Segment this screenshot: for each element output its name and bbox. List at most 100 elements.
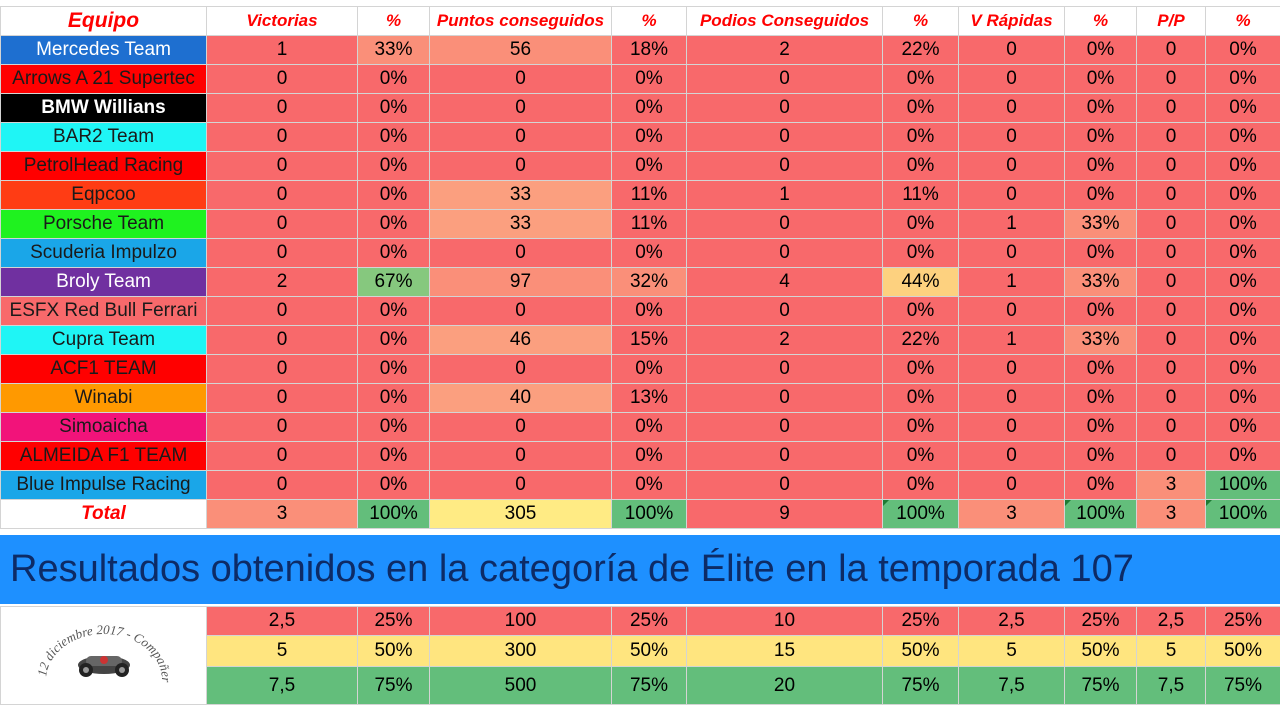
team-name-cell[interactable]: BMW Willians	[1, 94, 207, 123]
legend-victorias-pct[interactable]: 75%	[358, 667, 430, 705]
total-podios-pct[interactable]: 100%	[883, 500, 959, 529]
cell-podios[interactable]: 0	[687, 94, 883, 123]
legend-pp-pct[interactable]: 50%	[1206, 636, 1280, 667]
cell-puntos-pct[interactable]: 0%	[612, 471, 687, 500]
cell-puntos-pct[interactable]: 0%	[612, 152, 687, 181]
cell-podios[interactable]: 0	[687, 384, 883, 413]
legend-victorias[interactable]: 7,5	[207, 667, 358, 705]
cell-pp[interactable]: 0	[1137, 123, 1206, 152]
cell-puntos-pct[interactable]: 13%	[612, 384, 687, 413]
cell-pp-pct[interactable]: 0%	[1206, 152, 1280, 181]
cell-puntos-pct[interactable]: 0%	[612, 413, 687, 442]
cell-vrapidas-pct[interactable]: 0%	[1065, 297, 1137, 326]
cell-vrapidas-pct[interactable]: 33%	[1065, 210, 1137, 239]
cell-victorias[interactable]: 0	[207, 65, 358, 94]
total-vrapidas[interactable]: 3	[959, 500, 1065, 529]
cell-podios-pct[interactable]: 0%	[883, 413, 959, 442]
cell-podios-pct[interactable]: 0%	[883, 384, 959, 413]
cell-pp-pct[interactable]: 0%	[1206, 442, 1280, 471]
cell-vrapidas-pct[interactable]: 0%	[1065, 384, 1137, 413]
cell-victorias[interactable]: 0	[207, 123, 358, 152]
cell-vrapidas[interactable]: 0	[959, 36, 1065, 65]
cell-victorias[interactable]: 0	[207, 94, 358, 123]
cell-podios-pct[interactable]: 0%	[883, 471, 959, 500]
cell-podios[interactable]: 2	[687, 326, 883, 355]
cell-podios[interactable]: 0	[687, 297, 883, 326]
cell-victorias-pct[interactable]: 0%	[358, 239, 430, 268]
cell-pp-pct[interactable]: 0%	[1206, 123, 1280, 152]
cell-victorias[interactable]: 0	[207, 297, 358, 326]
team-name-cell[interactable]: Simoaicha	[1, 413, 207, 442]
cell-podios[interactable]: 0	[687, 442, 883, 471]
cell-podios-pct[interactable]: 44%	[883, 268, 959, 297]
cell-podios-pct[interactable]: 22%	[883, 36, 959, 65]
header-puntos[interactable]: Puntos conseguidos	[430, 7, 612, 36]
cell-pp[interactable]: 0	[1137, 239, 1206, 268]
legend-puntos[interactable]: 100	[430, 607, 612, 636]
cell-vrapidas[interactable]: 0	[959, 239, 1065, 268]
cell-vrapidas[interactable]: 0	[959, 94, 1065, 123]
legend-puntos-pct[interactable]: 25%	[612, 607, 687, 636]
cell-victorias-pct[interactable]: 0%	[358, 442, 430, 471]
cell-pp-pct[interactable]: 0%	[1206, 210, 1280, 239]
cell-vrapidas-pct[interactable]: 33%	[1065, 326, 1137, 355]
legend-pp[interactable]: 7,5	[1137, 667, 1206, 705]
cell-victorias-pct[interactable]: 0%	[358, 94, 430, 123]
cell-podios-pct[interactable]: 11%	[883, 181, 959, 210]
team-name-cell[interactable]: Cupra Team	[1, 326, 207, 355]
cell-pp-pct[interactable]: 0%	[1206, 384, 1280, 413]
legend-puntos[interactable]: 500	[430, 667, 612, 705]
cell-pp[interactable]: 0	[1137, 94, 1206, 123]
cell-vrapidas[interactable]: 0	[959, 442, 1065, 471]
cell-pp-pct[interactable]: 0%	[1206, 413, 1280, 442]
cell-puntos[interactable]: 97	[430, 268, 612, 297]
cell-victorias-pct[interactable]: 67%	[358, 268, 430, 297]
header-pp-pct[interactable]: %	[1206, 7, 1280, 36]
legend-victorias-pct[interactable]: 50%	[358, 636, 430, 667]
legend-pp-pct[interactable]: 75%	[1206, 667, 1280, 705]
cell-vrapidas[interactable]: 0	[959, 123, 1065, 152]
cell-puntos[interactable]: 0	[430, 355, 612, 384]
cell-podios[interactable]: 0	[687, 239, 883, 268]
cell-puntos[interactable]: 0	[430, 442, 612, 471]
cell-puntos-pct[interactable]: 0%	[612, 442, 687, 471]
total-pp[interactable]: 3	[1137, 500, 1206, 529]
team-name-cell[interactable]: ACF1 TEAM	[1, 355, 207, 384]
cell-podios-pct[interactable]: 22%	[883, 326, 959, 355]
cell-puntos-pct[interactable]: 11%	[612, 181, 687, 210]
cell-podios[interactable]: 0	[687, 210, 883, 239]
cell-puntos-pct[interactable]: 11%	[612, 210, 687, 239]
cell-pp-pct[interactable]: 0%	[1206, 239, 1280, 268]
cell-vrapidas[interactable]: 1	[959, 210, 1065, 239]
cell-pp-pct[interactable]: 0%	[1206, 36, 1280, 65]
legend-puntos[interactable]: 300	[430, 636, 612, 667]
cell-vrapidas-pct[interactable]: 0%	[1065, 355, 1137, 384]
legend-vrapidas[interactable]: 2,5	[959, 607, 1065, 636]
cell-puntos-pct[interactable]: 0%	[612, 94, 687, 123]
cell-victorias[interactable]: 2	[207, 268, 358, 297]
cell-podios[interactable]: 2	[687, 36, 883, 65]
team-name-cell[interactable]: BAR2 Team	[1, 123, 207, 152]
cell-podios[interactable]: 0	[687, 123, 883, 152]
cell-victorias[interactable]: 0	[207, 384, 358, 413]
cell-victorias[interactable]: 0	[207, 355, 358, 384]
total-victorias[interactable]: 3	[207, 500, 358, 529]
legend-vrapidas[interactable]: 5	[959, 636, 1065, 667]
cell-puntos-pct[interactable]: 18%	[612, 36, 687, 65]
team-name-cell[interactable]: Mercedes Team	[1, 36, 207, 65]
cell-puntos[interactable]: 56	[430, 36, 612, 65]
cell-puntos-pct[interactable]: 0%	[612, 297, 687, 326]
legend-vrapidas[interactable]: 7,5	[959, 667, 1065, 705]
cell-vrapidas-pct[interactable]: 0%	[1065, 181, 1137, 210]
cell-pp-pct[interactable]: 0%	[1206, 355, 1280, 384]
cell-vrapidas[interactable]: 0	[959, 152, 1065, 181]
header-podios[interactable]: Podios Conseguidos	[687, 7, 883, 36]
legend-podios[interactable]: 20	[687, 667, 883, 705]
cell-victorias[interactable]: 0	[207, 326, 358, 355]
cell-vrapidas-pct[interactable]: 33%	[1065, 268, 1137, 297]
cell-vrapidas-pct[interactable]: 0%	[1065, 413, 1137, 442]
cell-victorias[interactable]: 0	[207, 413, 358, 442]
cell-victorias-pct[interactable]: 0%	[358, 384, 430, 413]
legend-victorias[interactable]: 2,5	[207, 607, 358, 636]
legend-vrapidas-pct[interactable]: 25%	[1065, 607, 1137, 636]
